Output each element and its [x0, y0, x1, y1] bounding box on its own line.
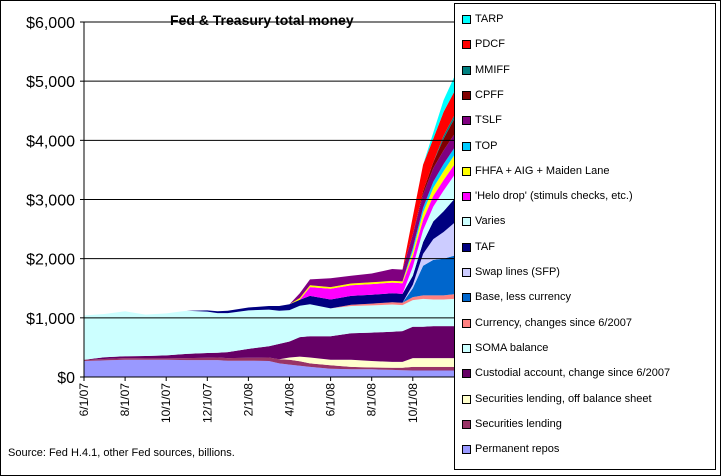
legend-label: SOMA balance [475, 341, 549, 354]
legend-label: TOP [475, 139, 498, 152]
series-area-3 [84, 326, 458, 362]
series-area-0 [84, 359, 458, 377]
legend-item: Swap lines (SFP) [455, 265, 715, 281]
legend-swatch [462, 293, 471, 303]
legend-swatch [462, 343, 471, 353]
legend-item: Base, less currency [455, 290, 715, 306]
legend-swatch [462, 394, 471, 404]
legend-swatch [462, 141, 471, 151]
chart-title: Fed & Treasury total money [170, 12, 354, 28]
y-tick-label-6: $6,000 [26, 15, 75, 32]
legend-label: Permanent repos [475, 443, 560, 456]
legend-swatch [462, 90, 471, 100]
x-tick-label-0: 6/1/07 [77, 383, 91, 417]
y-tick-label-3: $3,000 [26, 193, 75, 210]
x-tick-label-2: 10/1/07 [159, 383, 173, 423]
legend-item: TOP [455, 139, 715, 155]
legend-item: SOMA balance [455, 341, 715, 357]
legend-item: Varies [455, 214, 715, 230]
series-area-5 [84, 294, 458, 316]
y-tick-label-4: $4,000 [26, 133, 75, 150]
series-area-8 [84, 193, 458, 316]
legend-label: TAF [475, 240, 495, 253]
x-tick-label-3: 12/1/07 [200, 383, 214, 423]
series-area-10 [84, 158, 458, 316]
y-tick-label-1: $1,000 [26, 311, 75, 328]
legend-label: FHFA + AIG + Maiden Lane [475, 164, 610, 177]
legend: TARP PDCF MMIFF CPFF TSLF TOP FHFA + AIG + Mai… [454, 3, 716, 470]
legend-item: Currency, changes since 6/2007 [455, 316, 715, 332]
legend-label: Securities lending, off balance sheet [475, 392, 652, 405]
areas-layer [84, 69, 458, 377]
legend-item: 'Helo drop' (stimuls checks, etc.) [455, 189, 715, 205]
x-tick-label-7: 8/1/08 [365, 383, 379, 417]
legend-item: FHFA + AIG + Maiden Lane [455, 164, 715, 180]
legend-label: Currency, changes since 6/2007 [475, 316, 632, 329]
legend-swatch [462, 192, 471, 202]
legend-item: Custodial account, change since 6/2007 [455, 366, 715, 382]
legend-label: Securities lending [475, 417, 562, 430]
legend-label: Swap lines (SFP) [475, 266, 560, 278]
legend-swatch [462, 15, 471, 24]
legend-label: 'Helo drop' (stimuls checks, etc.) [475, 190, 633, 203]
legend-swatch [462, 268, 471, 277]
legend-swatch [462, 369, 471, 379]
legend-item: PDCF [455, 37, 715, 53]
legend-label: PDCF [475, 38, 505, 51]
y-tick-label-5: $5,000 [26, 74, 75, 91]
series-area-4 [84, 298, 458, 360]
y-tick-label-2: $2,000 [26, 252, 75, 269]
legend-item: TAF [455, 240, 715, 256]
legend-label: Varies [475, 215, 506, 228]
legend-item: Securities lending, off balance sheet [455, 392, 715, 408]
legend-swatch [462, 116, 471, 126]
legend-label: TSLF [475, 114, 502, 127]
legend-item: MMIFF [455, 63, 715, 79]
legend-label: MMIFF [475, 63, 510, 76]
x-tick-label-5: 4/1/08 [282, 383, 296, 417]
legend-swatch [462, 445, 471, 455]
y-tick-label-0: $0 [57, 370, 75, 387]
legend-swatch [462, 217, 471, 227]
x-tick-label-6: 6/1/08 [324, 383, 338, 417]
legend-swatch [462, 65, 471, 75]
legend-swatch [462, 318, 471, 328]
source-note: Source: Fed H.4.1, other Fed sources, bi… [8, 447, 235, 459]
legend-item: CPFF [455, 88, 715, 104]
legend-label: Base, less currency [475, 291, 571, 304]
x-tick-labels: 6/1/07 8/1/07 10/1/07 12/1/07 2/1/08 4/1/08 6/… [77, 377, 420, 423]
legend-swatch [462, 166, 471, 176]
legend-swatch [462, 40, 471, 50]
x-tick-label-4: 2/1/08 [241, 383, 255, 417]
legend-item: Securities lending [455, 417, 715, 433]
x-tick-label-1: 8/1/07 [118, 383, 132, 417]
legend-label: TARP [475, 13, 504, 25]
x-tick-label-8: 10/1/08 [406, 383, 420, 423]
legend-swatch [462, 419, 471, 429]
series-area-2 [84, 356, 458, 368]
legend-item: TARP [455, 12, 715, 28]
legend-item: Permanent repos [455, 442, 715, 458]
legend-label: Custodial account, change since 6/2007 [475, 367, 671, 380]
legend-swatch [462, 242, 471, 252]
y-tick-labels: $0 $1,000 $2,000 $3,000 $4,000 $5,000 $6,000 [26, 15, 84, 387]
legend-item: TSLF [455, 113, 715, 129]
legend-label: CPFF [475, 88, 504, 101]
series-area-1 [84, 357, 458, 371]
grid-layer [84, 21, 458, 319]
